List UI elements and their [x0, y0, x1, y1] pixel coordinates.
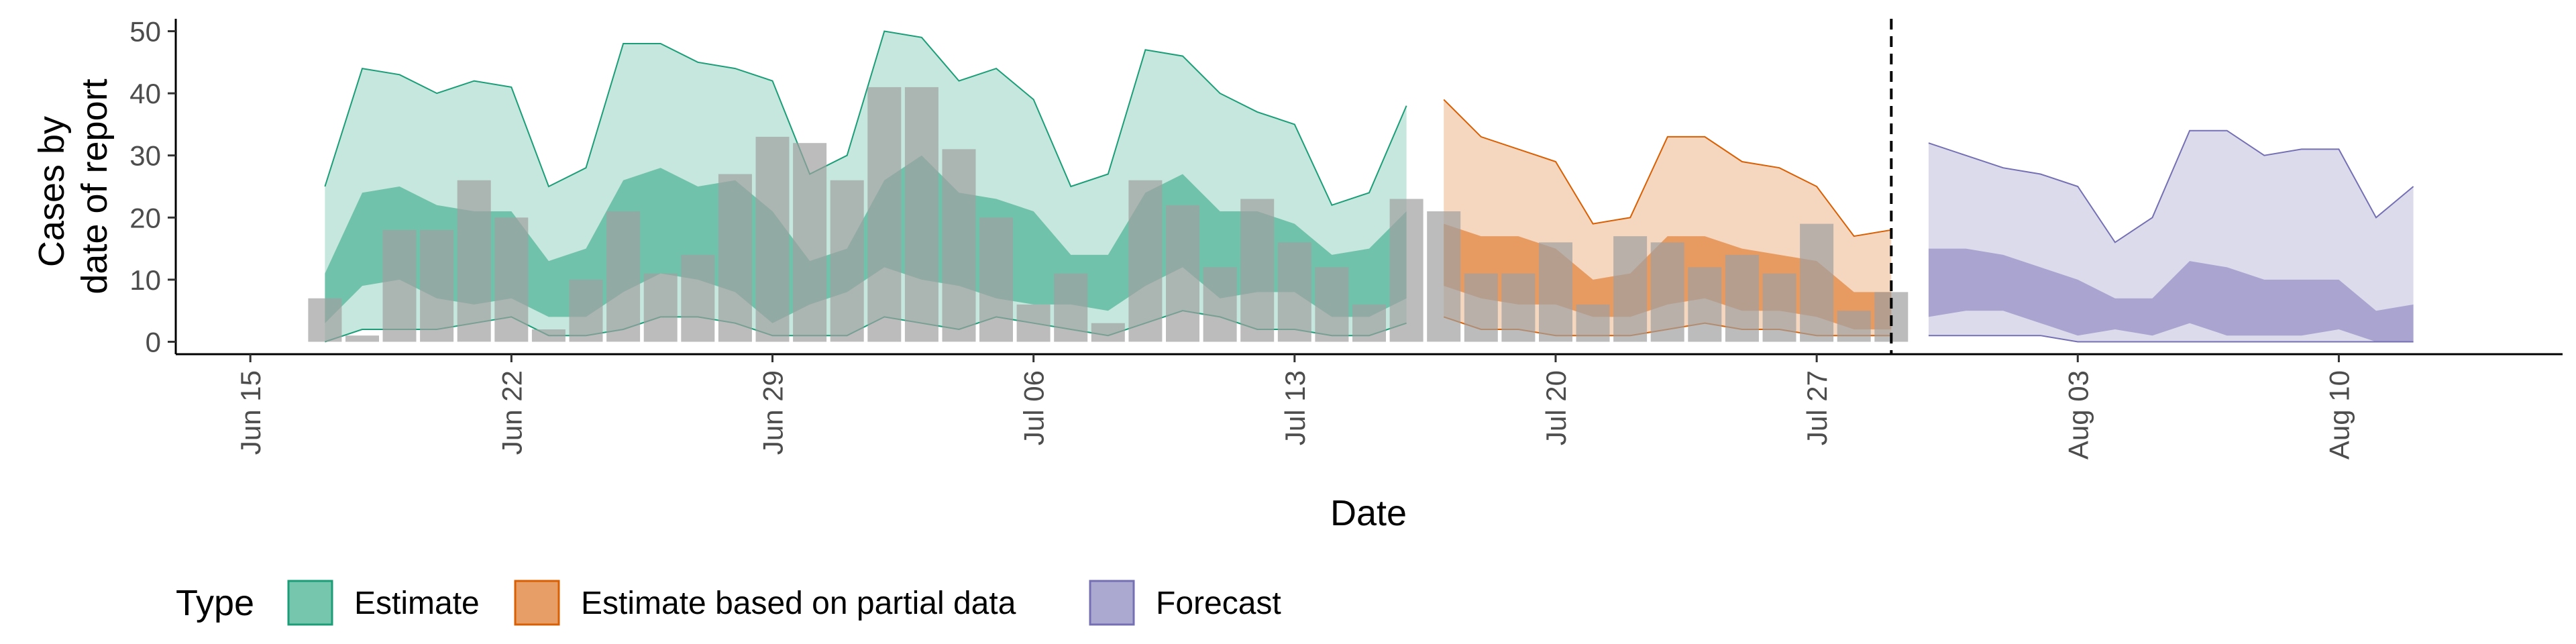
legend-key-estimate	[287, 580, 333, 626]
case-bar	[681, 254, 715, 342]
case-bar	[830, 180, 864, 342]
case-bar	[1166, 205, 1199, 342]
case-bar	[1464, 273, 1498, 342]
estimate-upper-line	[324, 30, 1407, 207]
case-bar	[606, 211, 641, 342]
y-axis-title-line-1: Cases by	[32, 116, 72, 267]
case-bar	[1501, 273, 1536, 342]
case-bar	[420, 229, 454, 342]
case-bar	[1352, 304, 1386, 342]
case-bar	[1315, 267, 1349, 342]
case-bar	[979, 217, 1013, 342]
case-bar	[1762, 273, 1796, 342]
legend: Type Estimate Estimate based on partial …	[176, 580, 1281, 626]
y-tick-label: 0	[146, 326, 161, 358]
case-bar	[643, 273, 678, 342]
case-bar	[1277, 242, 1311, 342]
y-tick-label: 20	[129, 202, 161, 233]
y-tick-label: 30	[129, 140, 161, 172]
y-tick-label: 10	[129, 264, 161, 296]
series-forecast	[1928, 129, 2414, 343]
x-tick-label: Jul 20	[1540, 370, 1572, 445]
legend-key-forecast	[1089, 580, 1135, 626]
case-bar	[1539, 242, 1572, 342]
case-bar	[1240, 199, 1275, 342]
x-tick-label: Jul 06	[1018, 370, 1050, 445]
case-bar	[1688, 267, 1722, 342]
case-bar	[494, 217, 529, 342]
case-bar	[1800, 223, 1834, 342]
case-bar	[1203, 267, 1237, 342]
observed-case-bars	[308, 87, 1909, 342]
case-bar	[1427, 211, 1461, 342]
x-tick-label: Jun 22	[496, 370, 527, 455]
case-bar	[1576, 304, 1610, 342]
x-tick-label: Aug 10	[2323, 370, 2355, 460]
axes: 0 10 20 30 40 50 Jun 15 Jun 22 Jun 29 Jul 06 Jul …	[129, 16, 2563, 460]
case-bar	[308, 298, 342, 342]
case-bar	[904, 87, 938, 342]
case-bar	[793, 143, 827, 342]
y-tick-label: 50	[129, 16, 161, 48]
case-bar	[531, 329, 566, 342]
x-axis-ticks: Jun 15 Jun 22 Jun 29 Jul 06 Jul 13 Jul 20 Jul …	[235, 354, 2355, 460]
case-bar	[755, 136, 790, 342]
case-bar	[1054, 273, 1088, 342]
case-bar	[1128, 180, 1163, 342]
case-bar	[569, 279, 603, 342]
forecast-lower-line	[1928, 335, 2414, 343]
case-bar	[1725, 254, 1759, 342]
case-bar	[1091, 323, 1125, 342]
legend-title: Type	[176, 583, 254, 623]
case-bar	[1389, 199, 1424, 342]
x-tick-label: Jun 15	[235, 370, 266, 455]
estimate-based-on-partial-data-upper-line	[1443, 99, 1892, 237]
case-bar	[382, 229, 417, 342]
legend-entry-forecast: Forecast	[1089, 580, 1281, 626]
x-tick-label: Jul 13	[1279, 370, 1311, 445]
case-bar	[1837, 311, 1871, 342]
y-axis-title: Cases by date of report	[32, 78, 115, 294]
forecast-upper-line	[1928, 129, 2414, 244]
case-bar	[457, 180, 491, 342]
legend-label-estimate: Estimate	[354, 586, 480, 621]
y-axis-title-line-2: date of report	[74, 78, 115, 294]
case-bar	[718, 174, 752, 342]
case-bar	[942, 149, 976, 342]
y-axis-ticks: 0 10 20 30 40 50	[129, 16, 176, 358]
case-bar	[1613, 236, 1648, 342]
x-tick-label: Jun 29	[757, 370, 789, 455]
legend-entry-estimate: Estimate	[287, 580, 480, 626]
legend-entry-partial: Estimate based on partial data	[514, 580, 1016, 626]
legend-label-partial: Estimate based on partial data	[581, 586, 1016, 621]
x-tick-label: Aug 03	[2062, 370, 2094, 460]
x-axis-title: Date	[1330, 493, 1407, 533]
case-bar	[1650, 242, 1684, 342]
case-bar	[867, 87, 902, 342]
case-bar	[345, 335, 379, 342]
y-tick-label: 40	[129, 78, 161, 109]
x-tick-label: Jul 27	[1801, 370, 1833, 445]
plot-panel	[308, 19, 2414, 354]
legend-key-partial	[514, 580, 560, 626]
case-bar	[1016, 304, 1051, 342]
forecast-band-50	[1928, 248, 2414, 342]
legend-label-forecast: Forecast	[1156, 586, 1281, 621]
